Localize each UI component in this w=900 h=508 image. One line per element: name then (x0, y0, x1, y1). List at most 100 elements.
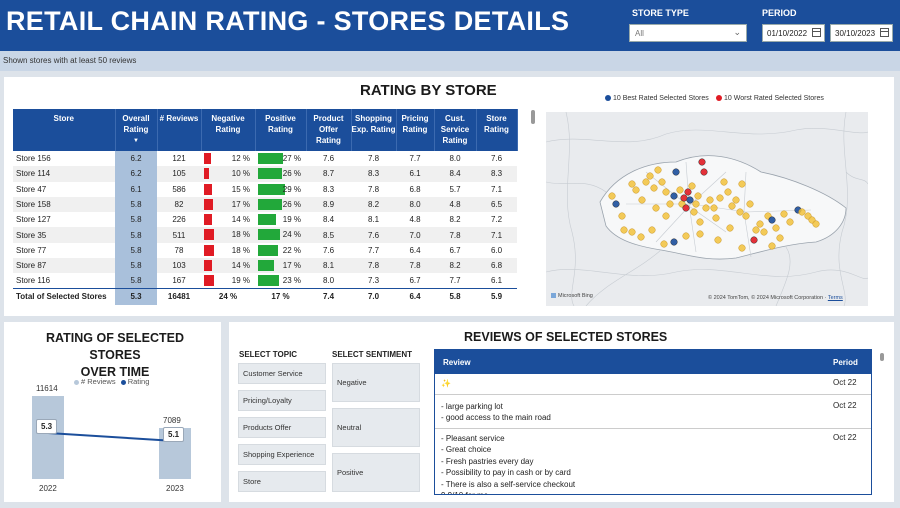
store-marker[interactable] (618, 212, 626, 220)
store-marker[interactable] (682, 232, 690, 240)
store-map[interactable]: Microsoft Bing © 2024 TomTom, © 2024 Mic… (546, 112, 868, 306)
store-marker[interactable] (692, 200, 700, 208)
col-header-service[interactable]: Cust. Service Rating (434, 109, 477, 151)
col-header-review[interactable]: Review (443, 358, 471, 367)
col-header-period[interactable]: Period (833, 358, 858, 367)
store-marker[interactable] (706, 196, 714, 204)
col-header-negative[interactable]: Negative Rating (201, 109, 256, 151)
sentiment-option[interactable]: Positive (332, 453, 420, 492)
table-row[interactable]: Store 158 5.8 82 17 % 26 % 8.9 8.2 8.0 4.8 6.5 (13, 196, 517, 213)
table-row[interactable]: Store 156 6.2 121 12 % 27 % 7.6 7.8 7.7 8.0 7.6 (13, 151, 517, 167)
map-canvas[interactable] (546, 112, 868, 306)
best-store-marker[interactable] (670, 192, 678, 200)
col-header-reviews[interactable]: # Reviews (157, 109, 202, 151)
store-marker[interactable] (738, 244, 746, 252)
store-marker[interactable] (662, 212, 670, 220)
store-marker[interactable] (694, 192, 702, 200)
col-header-store-rating[interactable]: Store Rating (476, 109, 518, 151)
store-marker[interactable] (620, 226, 628, 234)
store-marker[interactable] (738, 180, 746, 188)
store-marker[interactable] (660, 240, 668, 248)
store-marker[interactable] (776, 234, 784, 242)
col-header-positive[interactable]: Positive Rating (255, 109, 307, 151)
store-marker[interactable] (746, 200, 754, 208)
store-marker[interactable] (752, 226, 760, 234)
store-marker[interactable] (637, 233, 645, 241)
topic-option[interactable]: Customer Service (238, 363, 326, 384)
store-marker[interactable] (688, 182, 696, 190)
review-row[interactable]: - Pleasant service - Great choice - Fres… (435, 429, 871, 495)
store-marker[interactable] (772, 224, 780, 232)
store-marker[interactable] (760, 228, 768, 236)
period-start-input[interactable]: 01/10/2022 (762, 24, 825, 42)
best-store-marker[interactable] (612, 200, 620, 208)
best-store-marker[interactable] (768, 216, 776, 224)
worst-store-marker[interactable] (680, 194, 688, 202)
store-marker[interactable] (716, 194, 724, 202)
store-marker[interactable] (702, 204, 710, 212)
review-row[interactable]: - large parking lot - good access to the… (435, 395, 871, 429)
store-marker[interactable] (648, 226, 656, 234)
store-marker[interactable] (786, 218, 794, 226)
col-header-product[interactable]: Product Offer Rating (306, 109, 352, 151)
calendar-icon[interactable] (880, 28, 889, 37)
table-scrollbar[interactable] (531, 110, 535, 124)
map-terms-link[interactable]: Terms (827, 295, 843, 301)
store-marker[interactable] (812, 220, 820, 228)
worst-store-marker[interactable] (700, 168, 708, 176)
store-marker[interactable] (676, 186, 684, 194)
store-marker[interactable] (728, 202, 736, 210)
store-marker[interactable] (780, 210, 788, 218)
calendar-icon[interactable] (812, 28, 821, 37)
period-end-input[interactable]: 30/10/2023 (830, 24, 893, 42)
table-row[interactable]: Store 114 6.2 105 10 % 26 % 8.7 8.3 6.1 8.4 8.3 (13, 166, 517, 182)
store-marker[interactable] (632, 186, 640, 194)
table-row[interactable]: Store 77 5.8 78 18 % 22 % 7.6 7.7 6.4 6.7 6.0 (13, 242, 517, 259)
worst-store-marker[interactable] (698, 158, 706, 166)
store-marker[interactable] (666, 200, 674, 208)
store-marker[interactable] (768, 242, 776, 250)
store-marker[interactable] (638, 196, 646, 204)
topic-option[interactable]: Products Offer (238, 417, 326, 438)
reviews-scrollbar[interactable] (880, 353, 884, 361)
table-row[interactable]: Store 47 6.1 586 15 % 29 % 8.3 7.8 6.8 5.7 7.1 (13, 181, 517, 197)
store-marker[interactable] (642, 178, 650, 186)
table-row[interactable]: Store 87 5.8 103 14 % 17 % 8.1 7.8 7.8 8.2 6.8 (13, 258, 517, 274)
store-marker[interactable] (690, 208, 698, 216)
sentiment-option[interactable]: Neutral (332, 408, 420, 447)
store-marker[interactable] (732, 196, 740, 204)
store-marker[interactable] (654, 166, 662, 174)
store-marker[interactable] (714, 236, 722, 244)
store-marker[interactable] (736, 208, 744, 216)
review-row[interactable]: ✨ Oct 22 (435, 374, 871, 395)
worst-store-marker[interactable] (684, 188, 692, 196)
store-marker[interactable] (720, 178, 728, 186)
best-store-marker[interactable] (672, 168, 680, 176)
best-store-marker[interactable] (686, 196, 694, 204)
store-marker[interactable] (726, 224, 734, 232)
sentiment-option[interactable]: Negative (332, 363, 420, 402)
topic-option[interactable]: Store (238, 471, 326, 492)
worst-store-marker[interactable] (750, 236, 758, 244)
best-store-marker[interactable] (670, 238, 678, 246)
col-header-overall[interactable]: Overall Rating ▼ (115, 109, 158, 151)
store-marker[interactable] (608, 192, 616, 200)
store-marker[interactable] (712, 214, 720, 222)
store-marker[interactable] (724, 188, 732, 196)
store-marker[interactable] (798, 208, 806, 216)
store-marker[interactable] (696, 218, 704, 226)
table-row[interactable]: Store 35 5.8 511 18 % 24 % 8.5 7.6 7.0 7.8 7.1 (13, 227, 517, 243)
store-type-dropdown[interactable]: All ⌄ (629, 24, 747, 42)
table-row[interactable]: Store 127 5.8 226 14 % 19 % 8.4 8.1 4.8 8.2 7.2 (13, 212, 517, 228)
table-row[interactable]: Store 116 5.8 167 19 % 23 % 8.0 7.3 6.7 7.7 6.1 (13, 273, 517, 289)
store-marker[interactable] (742, 212, 750, 220)
store-marker[interactable] (646, 172, 654, 180)
col-header-store[interactable]: Store (13, 109, 116, 151)
store-marker[interactable] (628, 228, 636, 236)
topic-option[interactable]: Pricing/Loyalty (238, 390, 326, 411)
store-marker[interactable] (696, 230, 704, 238)
store-marker[interactable] (662, 188, 670, 196)
topic-option[interactable]: Shopping Experience (238, 444, 326, 465)
store-marker[interactable] (628, 180, 636, 188)
worst-store-marker[interactable] (682, 204, 690, 212)
